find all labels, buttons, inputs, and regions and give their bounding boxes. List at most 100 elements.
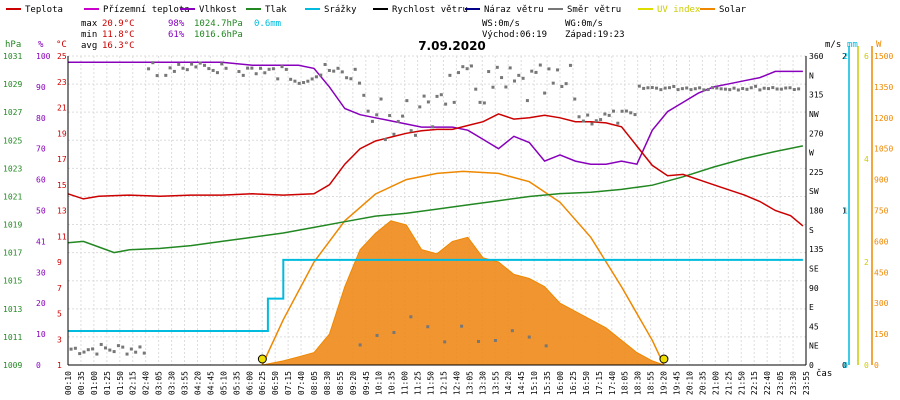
wind-dir-point bbox=[181, 66, 185, 70]
wind-dir-point bbox=[534, 70, 538, 74]
wind-dir-point bbox=[220, 62, 224, 66]
x-tick-label: 05:10 bbox=[219, 371, 228, 395]
wind-dir-point bbox=[306, 79, 310, 83]
wind-dir-tick: 45 bbox=[809, 322, 819, 331]
wind-dir-point bbox=[164, 73, 168, 77]
wind-dir-tick: 0 bbox=[809, 361, 814, 370]
wind-dir-point bbox=[147, 67, 151, 71]
wind-dir-tick: SE bbox=[809, 264, 819, 273]
wind-dir-tick: NW bbox=[809, 110, 819, 119]
wind-dir-point bbox=[267, 67, 271, 71]
wind-dir-point bbox=[538, 63, 542, 67]
wind-dir-point bbox=[280, 65, 284, 69]
wind-dir-point bbox=[698, 86, 702, 90]
wind-dir-point bbox=[69, 347, 73, 351]
wind-dir-point bbox=[689, 88, 693, 92]
uv-tick: 2 bbox=[864, 258, 869, 267]
wind-dir-point bbox=[493, 338, 497, 342]
x-tick-label: 22:40 bbox=[763, 371, 772, 395]
wind-dir-point bbox=[198, 61, 202, 65]
stats-min-hum: 61% bbox=[168, 30, 185, 40]
solar-tick: 1050 bbox=[874, 145, 893, 154]
wind-dir-point bbox=[112, 350, 116, 354]
axis-unit-label: % bbox=[38, 40, 44, 50]
x-tick-label: 21:25 bbox=[724, 371, 733, 395]
wind-dir-tick: 225 bbox=[809, 168, 824, 177]
solar-tick: 0 bbox=[874, 361, 879, 370]
wind-dir-point bbox=[207, 67, 211, 71]
x-tick-label: 08:05 bbox=[310, 371, 319, 395]
temperature-tick: 7 bbox=[57, 284, 62, 293]
x-tick-label: 17:40 bbox=[608, 371, 617, 395]
legend-label: Náraz větru bbox=[484, 5, 544, 15]
temperature-tick: 5 bbox=[57, 310, 62, 319]
wind-dir-point bbox=[797, 87, 801, 91]
wind-dir-tick: 360 bbox=[809, 52, 824, 61]
wind-dir-point bbox=[521, 76, 525, 80]
wind-dir-point bbox=[276, 77, 280, 81]
wind-dir-point bbox=[190, 62, 194, 66]
wind-dir-point bbox=[95, 352, 99, 356]
wind-dir-point bbox=[672, 84, 676, 88]
x-tick-label: 04:45 bbox=[206, 371, 215, 395]
pressure-tick: 1019 bbox=[3, 221, 22, 230]
wind-dir-point bbox=[728, 88, 732, 92]
wind-dir-point bbox=[510, 329, 514, 333]
x-tick-label: 15:10 bbox=[530, 371, 539, 395]
humidity-tick: 90 bbox=[36, 83, 46, 92]
humidity-tick: 0 bbox=[36, 361, 41, 370]
wind-direction-points bbox=[69, 61, 801, 356]
solar-tick: 450 bbox=[874, 268, 889, 277]
pressure-tick: 1031 bbox=[3, 52, 22, 61]
pressure-tick: 1015 bbox=[3, 277, 22, 286]
solar-area bbox=[262, 220, 665, 366]
sunrise-time: Východ:06:19 bbox=[482, 30, 547, 40]
wind-dir-tick: E bbox=[809, 303, 814, 312]
wind-dir-point bbox=[586, 113, 590, 117]
stats-box: max 20.9°C 98% 1024.7hPa 0.6mm min 11.8°… bbox=[81, 19, 281, 51]
wind-dir-tick: N bbox=[809, 71, 814, 80]
uv-tick: 0 bbox=[864, 361, 869, 370]
wind-dir-point bbox=[676, 88, 680, 92]
humidity-tick: 100 bbox=[36, 52, 51, 61]
humidity-tick: 50 bbox=[36, 207, 46, 216]
solar-tick: 600 bbox=[874, 237, 889, 246]
x-tick-label: 11:50 bbox=[427, 371, 436, 395]
wind-dir-point bbox=[388, 114, 392, 118]
wind-dir-point bbox=[581, 119, 585, 123]
wind-dir-point bbox=[401, 114, 405, 118]
axis-unit-label: hPa bbox=[5, 40, 21, 50]
stats-min-press: 1016.6hPa bbox=[194, 30, 243, 40]
x-tick-label: 13:05 bbox=[465, 371, 474, 395]
temperature-tick: 21 bbox=[57, 104, 67, 113]
x-tick-label: 14:45 bbox=[517, 371, 526, 395]
x-tick-label: 18:30 bbox=[634, 371, 643, 395]
temperature-tick: 25 bbox=[57, 52, 67, 61]
solar-tick: 1200 bbox=[874, 114, 893, 123]
solar-tick: 150 bbox=[874, 330, 889, 339]
x-tick-label: 02:15 bbox=[129, 371, 138, 395]
wind-dir-point bbox=[435, 94, 439, 98]
wind-dir-point bbox=[547, 67, 551, 71]
x-tick-label: 02:40 bbox=[142, 371, 151, 395]
wind-dir-point bbox=[422, 94, 426, 98]
x-tick-label: 16:25 bbox=[569, 371, 578, 395]
wind-dir-point bbox=[477, 339, 481, 343]
x-tick-label: 06:25 bbox=[258, 371, 267, 395]
wind-dir-point bbox=[151, 61, 155, 65]
wind-dir-point bbox=[155, 74, 159, 78]
wind-dir-point bbox=[504, 85, 508, 89]
wind-dir-point bbox=[633, 113, 637, 117]
x-tick-label: 03:30 bbox=[168, 371, 177, 395]
x-tick-label: 10:35 bbox=[388, 371, 397, 395]
solar-max-curve bbox=[261, 170, 665, 366]
chart-title: 7.09.2020 bbox=[418, 39, 486, 53]
legend-label: Přízemní teplota bbox=[103, 5, 190, 15]
wind-dir-point bbox=[439, 93, 443, 97]
humidity-line bbox=[68, 61, 803, 166]
wind-dir-point bbox=[788, 86, 792, 90]
wind-dir-point bbox=[104, 346, 108, 350]
axes: 1031102910271025102310211019101710151013… bbox=[3, 46, 893, 395]
wind-dir-point bbox=[758, 88, 762, 92]
x-tick-label: 01:50 bbox=[116, 371, 125, 395]
